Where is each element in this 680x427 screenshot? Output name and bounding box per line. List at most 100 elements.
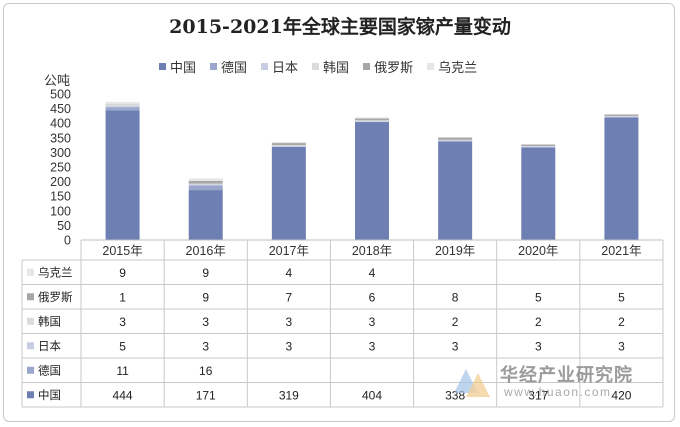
table-row-label: 德国	[38, 363, 61, 377]
table-cell-value: 5	[618, 290, 625, 304]
table-cell-value: 420	[611, 388, 631, 402]
bar-segment	[271, 143, 306, 146]
table-cell-value: 3	[286, 315, 293, 329]
table-cell-value: 319	[279, 388, 299, 402]
bar-segment	[105, 104, 140, 106]
bar-segment	[188, 185, 223, 191]
x-tick-label: 2015年	[102, 244, 142, 258]
table-row-swatch	[27, 268, 34, 276]
table-cell-value: 2	[452, 315, 459, 329]
table-cell-value: 8	[452, 290, 459, 304]
legend-swatch	[159, 62, 166, 70]
chart-title: 2015-2021年全球主要国家镓产量变动	[169, 16, 511, 38]
table-cell-value: 3	[535, 339, 542, 353]
y-tick-label: 0	[64, 234, 71, 248]
x-tick-label: 2018年	[352, 244, 392, 258]
bar-segment	[604, 116, 639, 118]
legend-swatch	[363, 62, 371, 70]
legend-swatch	[312, 62, 320, 70]
table-cell-value: 444	[113, 388, 133, 402]
y-tick-label: 50	[57, 219, 71, 233]
bar-segment	[271, 145, 306, 146]
legend-item: 韩国	[312, 57, 349, 76]
watermark-logo-icon	[454, 369, 490, 397]
legend-label: 俄罗斯	[374, 60, 414, 76]
bar-segment	[271, 141, 306, 144]
bar-segment	[105, 105, 140, 108]
legend-swatch	[427, 62, 435, 70]
table-cell-value: 3	[369, 315, 376, 329]
legend-label: 乌克兰	[438, 60, 478, 76]
table-cell-value: 3	[369, 339, 376, 353]
bar-segment	[604, 114, 639, 116]
legend-label: 中国	[170, 60, 197, 76]
bar-segment	[188, 184, 223, 186]
table-cell-value: 4	[369, 266, 376, 280]
x-tick-label: 2021年	[601, 244, 641, 258]
legend-item: 德国	[210, 57, 247, 76]
watermark-url: www.huaon.com	[504, 385, 612, 399]
table-cell-value: 3	[202, 315, 209, 329]
bar-segment	[521, 144, 556, 146]
x-tick-label: 2019年	[435, 244, 475, 258]
watermark: 华经产业研究院 www.huaon.com	[448, 359, 668, 407]
legend-item: 乌克兰	[427, 57, 477, 76]
table-cell-value: 3	[452, 339, 459, 353]
bar-segment	[438, 141, 473, 240]
bar-segment	[355, 118, 389, 121]
y-tick-label: 250	[50, 161, 71, 175]
table-cell-value: 3	[119, 315, 126, 329]
y-tick-label: 350	[50, 131, 71, 145]
bar-segment	[604, 115, 639, 117]
y-tick-label: 150	[50, 190, 71, 204]
table-row-label: 中国	[38, 388, 61, 402]
y-axis-unit-label: 公吨	[44, 74, 71, 89]
legend-swatch	[210, 62, 218, 70]
bar-segment	[105, 110, 140, 241]
bar-segment	[355, 117, 389, 119]
bar-segment	[105, 101, 140, 105]
bar-segment	[521, 146, 556, 148]
bar-segment	[188, 181, 223, 184]
table-cell-value: 3	[618, 339, 625, 353]
table-row-label: 乌克兰	[38, 265, 73, 279]
x-tick-label: 2017年	[269, 244, 309, 258]
legend-swatch	[261, 62, 269, 70]
bar-segment	[355, 122, 389, 240]
table-cell-value: 7	[286, 290, 293, 304]
table-cell-value: 5	[535, 290, 542, 304]
x-tick-label: 2020年	[518, 244, 558, 258]
y-tick-label: 300	[50, 146, 71, 160]
legend-item: 日本	[261, 57, 298, 76]
table-cell-value: 317	[528, 388, 548, 402]
y-tick-label: 100	[50, 204, 71, 218]
bar-segment	[521, 147, 556, 240]
table-cell-value: 2	[535, 315, 542, 329]
legend-label: 德国	[221, 60, 248, 76]
legend: 中国 德国 日本 韩国 俄罗斯 乌克兰	[159, 56, 477, 76]
table-cell-value: 2	[618, 315, 625, 329]
legend-item: 俄罗斯	[363, 57, 413, 76]
table-row-swatch	[27, 391, 34, 399]
table-cell-value: 3	[202, 339, 209, 353]
bar-segment	[271, 146, 306, 240]
table-row-label: 俄罗斯	[38, 290, 73, 304]
table-row-label: 日本	[38, 339, 61, 353]
bar-segment	[105, 107, 140, 111]
table-cell-value: 171	[196, 388, 216, 402]
table-cell-value: 9	[202, 290, 209, 304]
table-row-label: 韩国	[38, 314, 61, 328]
table-cell-value: 16	[199, 364, 213, 378]
bar-segment	[604, 117, 639, 240]
table-row-swatch	[27, 293, 34, 301]
table-cell-value: 6	[369, 290, 376, 304]
watermark-text: 华经产业研究院	[500, 365, 633, 386]
bar-segment	[438, 139, 473, 141]
legend-label: 日本	[272, 60, 299, 76]
y-tick-label: 450	[50, 102, 71, 116]
bar-segment	[521, 145, 556, 147]
table-cell-value: 1	[119, 290, 126, 304]
table-cell-value: 11	[116, 364, 129, 378]
bar-segment	[271, 145, 306, 147]
